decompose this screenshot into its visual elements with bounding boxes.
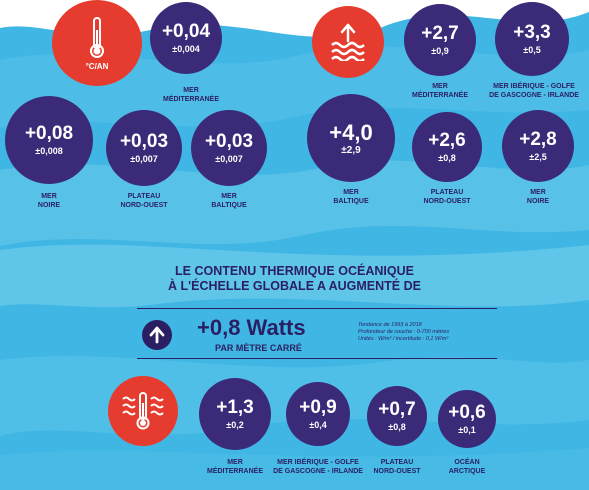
tl-label-baltique: MER BALTIQUE [211, 193, 247, 209]
bt-circle-plateau: +0,7 ±0,8 [367, 386, 427, 446]
global-heading-line2: À L'ÉCHELLE GLOBALE A AUGMENTÉ DE [168, 279, 421, 293]
tr-unc-plateau: ±0,8 [438, 153, 456, 163]
bt-value-med: +1,3 [216, 397, 254, 418]
tl-label-noire: MER NOIRE [37, 193, 61, 209]
tl-value-plateau: +0,03 [119, 131, 169, 152]
global-sub: PAR MÈTRE CARRÉ [215, 343, 302, 353]
tl-circle-plateau: +0,03 ±0,007 [106, 110, 182, 186]
bt-label-arctique: OCÉAN ARCTIQUE [448, 459, 486, 475]
bt-label-iberique: MER IBÉRIQUE - GOLFE DE GASCOGNE - IRLAN… [273, 459, 363, 475]
divider-top [137, 308, 497, 309]
tr-value-noire: +2,8 [519, 129, 557, 150]
tl-value-baltique: +0,03 [204, 131, 254, 152]
tr-unc-baltique: ±2,9 [341, 144, 361, 156]
thermometer-badge: °C/AN [52, 0, 142, 86]
global-note-line3: Unités : W/m² / incertitude : 0,1 W/m² [358, 336, 449, 342]
tr-circle-med: +2,7 ±0,9 [404, 4, 476, 76]
bt-circle-med: +1,3 ±0,2 [199, 378, 271, 450]
rising-waves-badge [312, 6, 384, 78]
tr-unc-med: ±0,9 [431, 46, 449, 56]
tl-unc-noire: ±0,008 [35, 146, 63, 156]
tl-circle-noire: +0,08 ±0,008 [5, 96, 93, 184]
tr-label-med: MER MÉDITERRANÉE [411, 83, 468, 99]
tr-label-noire: MER NOIRE [526, 189, 550, 205]
tl-unc-plateau: ±0,007 [130, 154, 158, 164]
tr-label-baltique: MER BALTIQUE [333, 189, 369, 205]
global-note-line1: Tendance de 1993 à 2018 [358, 322, 422, 328]
heat-waves-badge [108, 376, 178, 446]
tl-unc-med: ±0,004 [172, 44, 200, 54]
divider-bottom [137, 358, 497, 359]
tr-label-plateau: PLATEAU NORD-OUEST [423, 189, 471, 205]
tr-circle-baltique: +4,0 ±2,9 [307, 94, 395, 182]
global-note: Tendance de 1993 à 2018 Profondeur de co… [358, 322, 449, 343]
bt-circle-arctique: +0,6 ±0,1 [438, 390, 496, 448]
tl-label-plateau: PLATEAU NORD-OUEST [120, 193, 168, 209]
tr-value-baltique: +4,0 [329, 119, 373, 145]
bt-value-arctique: +0,6 [448, 402, 486, 423]
arrow-up-badge [142, 320, 172, 350]
tr-circle-iberique: +3,3 ±0,5 [495, 2, 569, 76]
tl-circle-baltique: +0,03 ±0,007 [191, 110, 267, 186]
rising-waves-icon [331, 23, 365, 61]
thermometer-icon [90, 16, 104, 58]
tl-unc-baltique: ±0,007 [215, 154, 243, 164]
tr-value-plateau: +2,6 [428, 130, 466, 151]
tr-circle-noire: +2,8 ±2,5 [502, 110, 574, 182]
tr-label-iberique: MER IBÉRIQUE - GOLFE DE GASCOGNE - IRLAN… [489, 83, 579, 99]
bt-unc-med: ±0,2 [226, 420, 244, 430]
tl-circle-med: +0,04 ±0,004 [150, 2, 222, 74]
arrow-up-icon [149, 326, 165, 344]
unit-label: °C/AN [85, 61, 109, 71]
tr-unc-iberique: ±0,5 [523, 45, 541, 55]
tl-value-med: +0,04 [161, 21, 211, 42]
tl-value-noire: +0,08 [24, 123, 74, 144]
bt-label-med: MER MÉDITERRANÉE [206, 459, 263, 475]
bt-unc-plateau: ±0,8 [388, 422, 406, 432]
bt-label-plateau: PLATEAU NORD-OUEST [373, 459, 421, 475]
tr-unc-noire: ±2,5 [529, 152, 547, 162]
global-note-line2: Profondeur de couche : 0-700 mètres [358, 329, 450, 335]
bt-value-iberique: +0,9 [299, 397, 337, 418]
global-value: +0,8 Watts [197, 315, 306, 340]
thermometer-waves-icon [122, 392, 164, 430]
global-heading: LE CONTENU THERMIQUE OCÉANIQUE À L'ÉCHEL… [0, 264, 589, 294]
bt-unc-iberique: ±0,4 [309, 420, 327, 430]
global-heading-line1: LE CONTENU THERMIQUE OCÉANIQUE [175, 264, 414, 278]
tl-label-med: MER MÉDITERRANÉE [162, 87, 219, 103]
tr-value-med: +2,7 [421, 23, 459, 44]
bt-unc-arctique: ±0,1 [458, 425, 476, 435]
tr-circle-plateau: +2,6 ±0,8 [412, 112, 482, 182]
bt-circle-iberique: +0,9 ±0,4 [286, 382, 350, 446]
bt-value-plateau: +0,7 [378, 399, 416, 420]
tr-value-iberique: +3,3 [513, 22, 551, 43]
